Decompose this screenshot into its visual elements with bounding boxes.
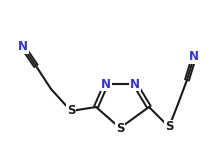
Text: S: S (116, 121, 124, 134)
Text: N: N (18, 40, 28, 53)
Text: S: S (165, 120, 173, 133)
Text: S: S (67, 104, 75, 118)
Text: N: N (189, 51, 199, 64)
Text: N: N (101, 77, 111, 90)
Text: N: N (130, 77, 140, 90)
